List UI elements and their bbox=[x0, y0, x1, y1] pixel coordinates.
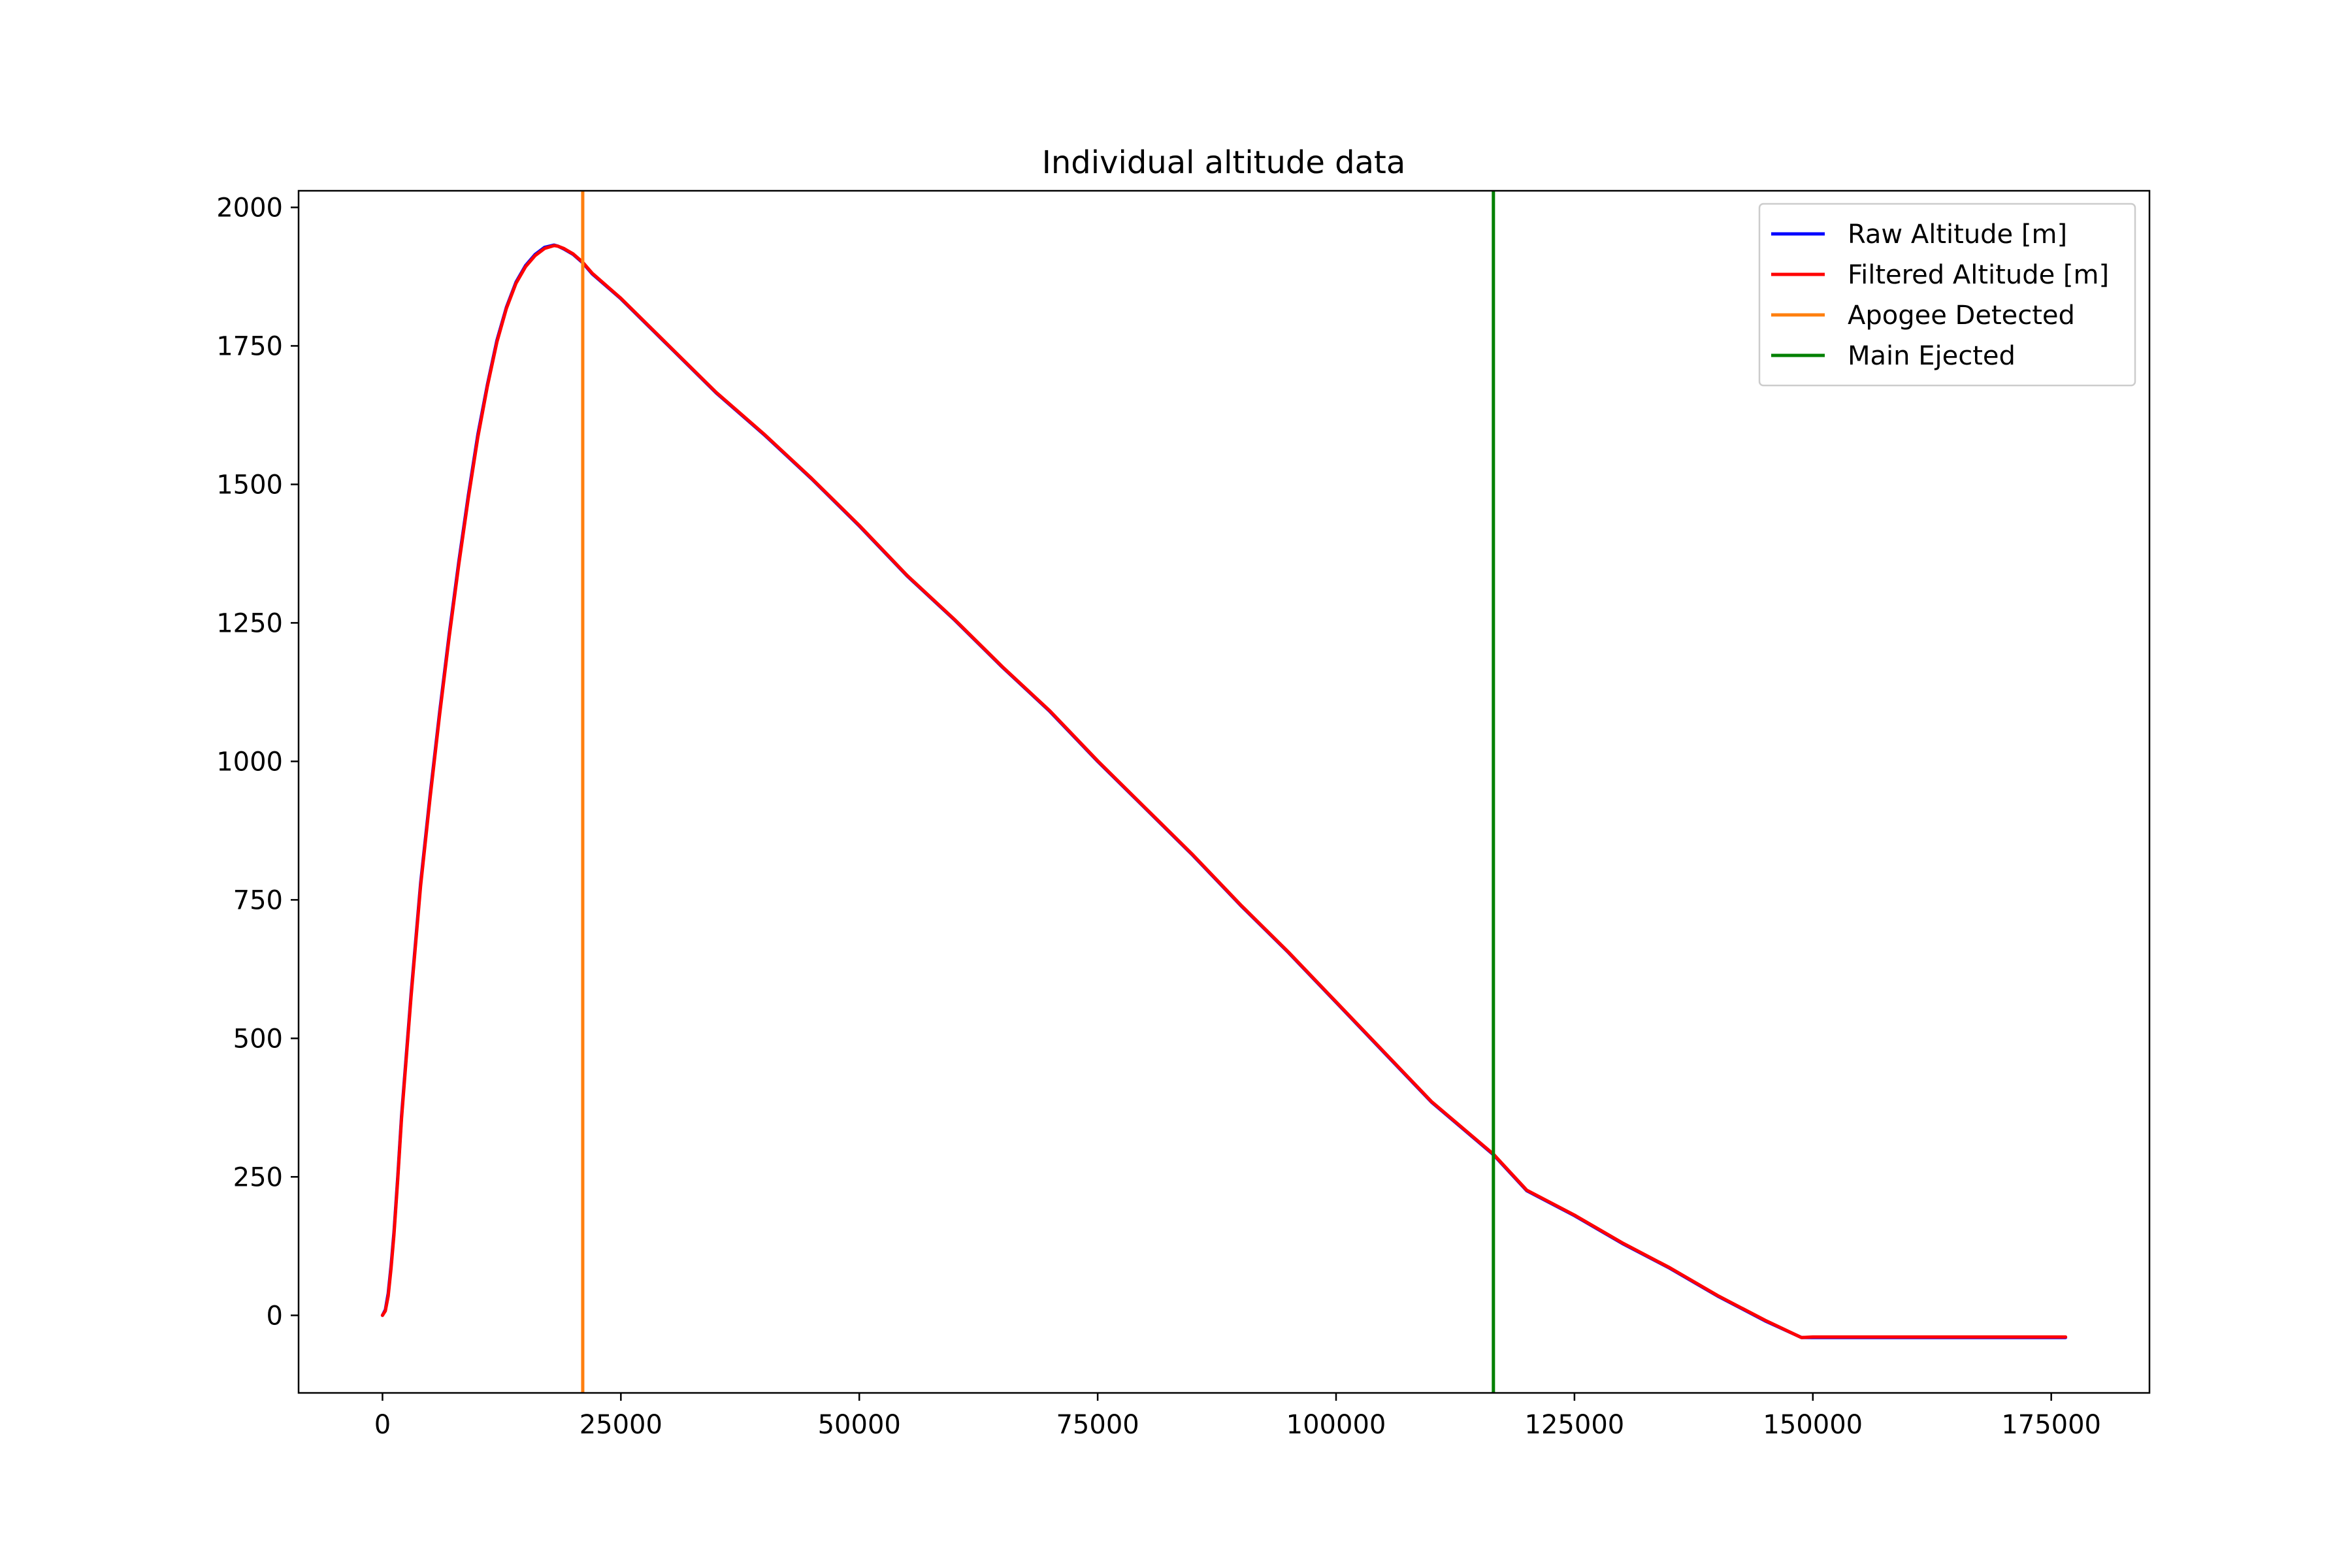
y-tick-label: 2000 bbox=[216, 193, 283, 223]
x-tick-label: 0 bbox=[374, 1410, 391, 1440]
plot-area bbox=[380, 191, 2068, 1393]
y-tick-label: 0 bbox=[267, 1301, 283, 1331]
y-axis: 0 250 500 750 1000 1250 1500 1750 2000 bbox=[216, 193, 299, 1331]
y-tick-label: 500 bbox=[233, 1024, 283, 1054]
legend-label: Apogee Detected bbox=[1848, 301, 2075, 331]
x-tick-label: 125000 bbox=[1525, 1410, 1625, 1440]
legend: Raw Altitude [m] Filtered Altitude [m] Apo… bbox=[1758, 203, 2136, 387]
x-tick-label: 50000 bbox=[818, 1410, 901, 1440]
legend-label: Raw Altitude [m] bbox=[1848, 220, 2067, 250]
legend-label: Main Ejected bbox=[1848, 341, 2016, 371]
y-tick-label: 750 bbox=[233, 885, 283, 915]
legend-label: Filtered Altitude [m] bbox=[1848, 260, 2109, 290]
y-tick-label: 250 bbox=[233, 1162, 283, 1192]
y-tick-label: 1500 bbox=[216, 470, 283, 500]
plot-frame bbox=[297, 189, 2151, 1394]
x-axis: 0 25000 50000 75000 100000 125000 150000 175000 bbox=[374, 1393, 2101, 1440]
series-line-raw-altitude bbox=[380, 243, 2068, 1339]
x-tick-label: 150000 bbox=[1763, 1410, 1863, 1440]
x-tick-label: 175000 bbox=[2001, 1410, 2101, 1440]
y-tick-label: 1750 bbox=[216, 331, 283, 361]
legend-box bbox=[1758, 203, 2136, 387]
y-tick-label: 1250 bbox=[216, 608, 283, 638]
x-tick-label: 100000 bbox=[1286, 1410, 1386, 1440]
x-tick-label: 75000 bbox=[1056, 1410, 1139, 1440]
x-tick-label: 25000 bbox=[580, 1410, 662, 1440]
y-tick-label: 1000 bbox=[216, 747, 283, 777]
chart-title: Individual altitude data bbox=[1042, 144, 1406, 181]
series-line-filtered-altitude bbox=[380, 244, 2068, 1339]
